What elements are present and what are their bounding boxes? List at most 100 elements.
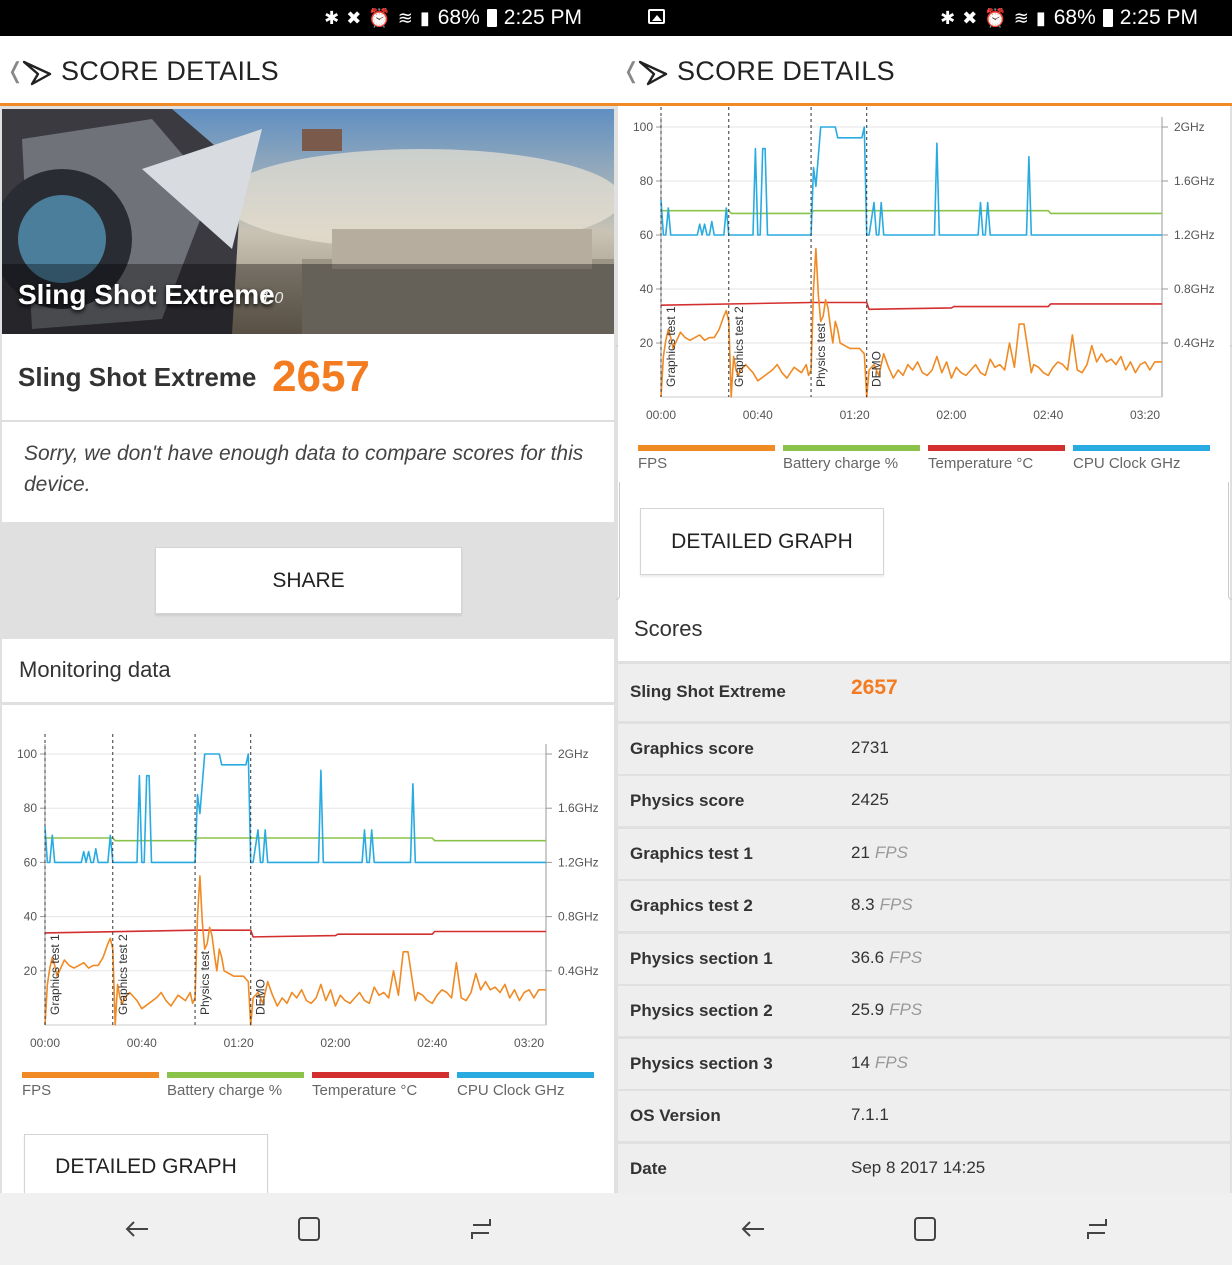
benchmark-banner: Sling Shot Extreme 1.0 xyxy=(2,109,614,334)
score-row-value: 8.3 FPS xyxy=(851,895,913,915)
back-chevron-icon[interactable]: ❬ xyxy=(622,58,641,83)
score-row: Physics section 2 25.9 FPS xyxy=(618,986,1230,1036)
legend-item: Temperature °C xyxy=(312,1072,449,1102)
nav-back-icon[interactable] xyxy=(738,1215,768,1243)
y-right-tick-label: 0.8GHz xyxy=(1174,282,1215,296)
y-left-tick-label: 100 xyxy=(17,747,37,761)
legend-item: FPS xyxy=(22,1072,159,1102)
nav-home-icon[interactable] xyxy=(910,1215,940,1243)
x-tick-label: 02:40 xyxy=(417,1036,447,1050)
score-row: Sling Shot Extreme 2657 xyxy=(618,664,1230,721)
scores-title: Scores xyxy=(634,616,703,641)
score-row-unit: FPS xyxy=(874,842,908,862)
legend-item: Battery charge % xyxy=(783,445,920,475)
score-row: Date Sep 8 2017 14:25 xyxy=(618,1143,1230,1194)
score-row-number: 8.3 xyxy=(851,895,875,914)
phase-label: Graphics test 2 xyxy=(732,306,746,387)
legend-item: Temperature °C xyxy=(928,445,1065,475)
score-row-number: 21 xyxy=(851,842,870,862)
score-row: Graphics score 2731 xyxy=(618,723,1230,774)
status-icons: ✱ ✖ ⏰ ≋ ▮ xyxy=(324,7,431,28)
scores-table: Sling Shot Extreme 2657 Graphics score 2731… xyxy=(618,664,1230,1196)
legend-swatch xyxy=(1073,445,1210,451)
score-row-number: 2657 xyxy=(851,676,898,699)
score-row: Physics score 2425 xyxy=(618,776,1230,826)
monitoring-chart-svg: 100 2GHz 80 1.6GHz 60 1.2GHz 40 0.8GHz 20 0.4GHz 0… xyxy=(633,107,1215,422)
phase-label: DEMO xyxy=(254,979,268,1015)
series-line-temperature-c xyxy=(44,929,546,938)
status-time: 2:25 PM xyxy=(1119,6,1198,29)
score-row-value: 2425 xyxy=(851,790,889,810)
gallery-notification-icon xyxy=(648,9,665,24)
screen-right: ✱ ✖ ⏰ ≋ ▮ 68% 2:25 PM ❬ SCORE DETAILS 10… xyxy=(616,0,1232,1265)
series-line-cpu-clock-ghz xyxy=(44,753,546,864)
score-row-unit: FPS xyxy=(879,895,913,914)
score-row-number: 7.1.1 xyxy=(851,1105,889,1124)
app-title: SCORE DETAILS xyxy=(677,56,895,86)
legend-item: CPU Clock GHz xyxy=(457,1072,594,1102)
y-left-tick-label: 40 xyxy=(640,282,654,296)
legend-label: Battery charge % xyxy=(167,1082,283,1099)
score-row-value: 14 FPS xyxy=(851,1053,908,1073)
legend-item: FPS xyxy=(638,445,775,475)
score-row-label: Graphics test 1 xyxy=(630,843,753,863)
score-row-label: Sling Shot Extreme xyxy=(630,682,786,701)
detailed-graph-button[interactable]: DETAILED GRAPH xyxy=(24,1134,268,1198)
legend-label: FPS xyxy=(638,455,668,472)
score-row-label: Physics score xyxy=(630,791,745,810)
x-tick-label: 02:40 xyxy=(1033,408,1063,422)
legend-swatch xyxy=(312,1072,449,1078)
app-bar: ❬ SCORE DETAILS xyxy=(0,36,616,106)
score-row-number: 2425 xyxy=(851,790,889,809)
x-tick-label: 00:40 xyxy=(127,1036,157,1050)
phase-label: Graphics test 1 xyxy=(48,934,62,1015)
share-button[interactable]: SHARE xyxy=(155,547,462,614)
nav-recent-apps-icon[interactable] xyxy=(466,1215,496,1243)
score-value: 2657 xyxy=(272,352,370,401)
legend-label: CPU Clock GHz xyxy=(1073,455,1181,472)
legend-swatch xyxy=(928,445,1065,451)
x-tick-label: 00:00 xyxy=(30,1036,60,1050)
legend-item: CPU Clock GHz xyxy=(1073,445,1210,475)
y-right-tick-label: 1.2GHz xyxy=(558,855,599,869)
banner-version: 1.0 xyxy=(261,290,284,307)
battery-percent: 68% xyxy=(1053,6,1096,29)
score-row-number: 25.9 xyxy=(851,1000,885,1019)
nav-home-icon[interactable] xyxy=(294,1215,324,1243)
score-row-value: 7.1.1 xyxy=(851,1105,889,1125)
monitoring-header: Monitoring data xyxy=(2,639,614,702)
nav-recent-apps-icon[interactable] xyxy=(1082,1215,1112,1243)
legend-label: Temperature °C xyxy=(312,1082,418,1099)
score-row-value: Sep 8 2017 14:25 xyxy=(851,1158,985,1178)
y-left-tick-label: 20 xyxy=(24,964,38,978)
score-name: Sling Shot Extreme xyxy=(18,362,257,392)
banner-title: Sling Shot Extreme xyxy=(18,279,275,310)
score-row-number: 14 xyxy=(851,1052,870,1072)
y-right-tick-label: 1.6GHz xyxy=(1174,174,1215,188)
score-row-number: 36.6 xyxy=(851,947,885,967)
series-line-battery-charge- xyxy=(45,837,546,842)
back-chevron-icon[interactable]: ❬ xyxy=(6,58,25,83)
y-left-tick-label: 100 xyxy=(633,120,653,134)
3dmark-logo-icon xyxy=(638,60,668,86)
score-row-label: Graphics score xyxy=(630,738,754,758)
legend-swatch xyxy=(22,1072,159,1078)
phase-label: Graphics test 1 xyxy=(664,306,678,387)
score-row-label: Physics section 2 xyxy=(630,1001,773,1020)
series-line-battery-charge- xyxy=(661,209,1162,215)
battery-percent: 68% xyxy=(437,6,480,29)
x-tick-label: 00:00 xyxy=(646,408,676,422)
nav-back-icon[interactable] xyxy=(122,1215,152,1243)
system-nav-bar xyxy=(0,1193,616,1265)
battery-icon xyxy=(1102,9,1113,27)
score-row: Physics section 1 36.6 FPS xyxy=(618,933,1230,984)
score-row-value: 25.9 FPS xyxy=(851,1000,922,1020)
series-line-cpu-clock-ghz xyxy=(660,126,1162,236)
x-tick-label: 03:20 xyxy=(514,1036,544,1050)
score-row-label: Graphics test 2 xyxy=(630,896,753,915)
score-row-label: Physics section 3 xyxy=(630,1053,773,1073)
legend-swatch xyxy=(457,1072,594,1078)
status-icons: ✱ ✖ ⏰ ≋ ▮ xyxy=(940,7,1047,28)
x-tick-label: 03:20 xyxy=(1130,408,1160,422)
detailed-graph-button[interactable]: DETAILED GRAPH xyxy=(640,508,884,575)
